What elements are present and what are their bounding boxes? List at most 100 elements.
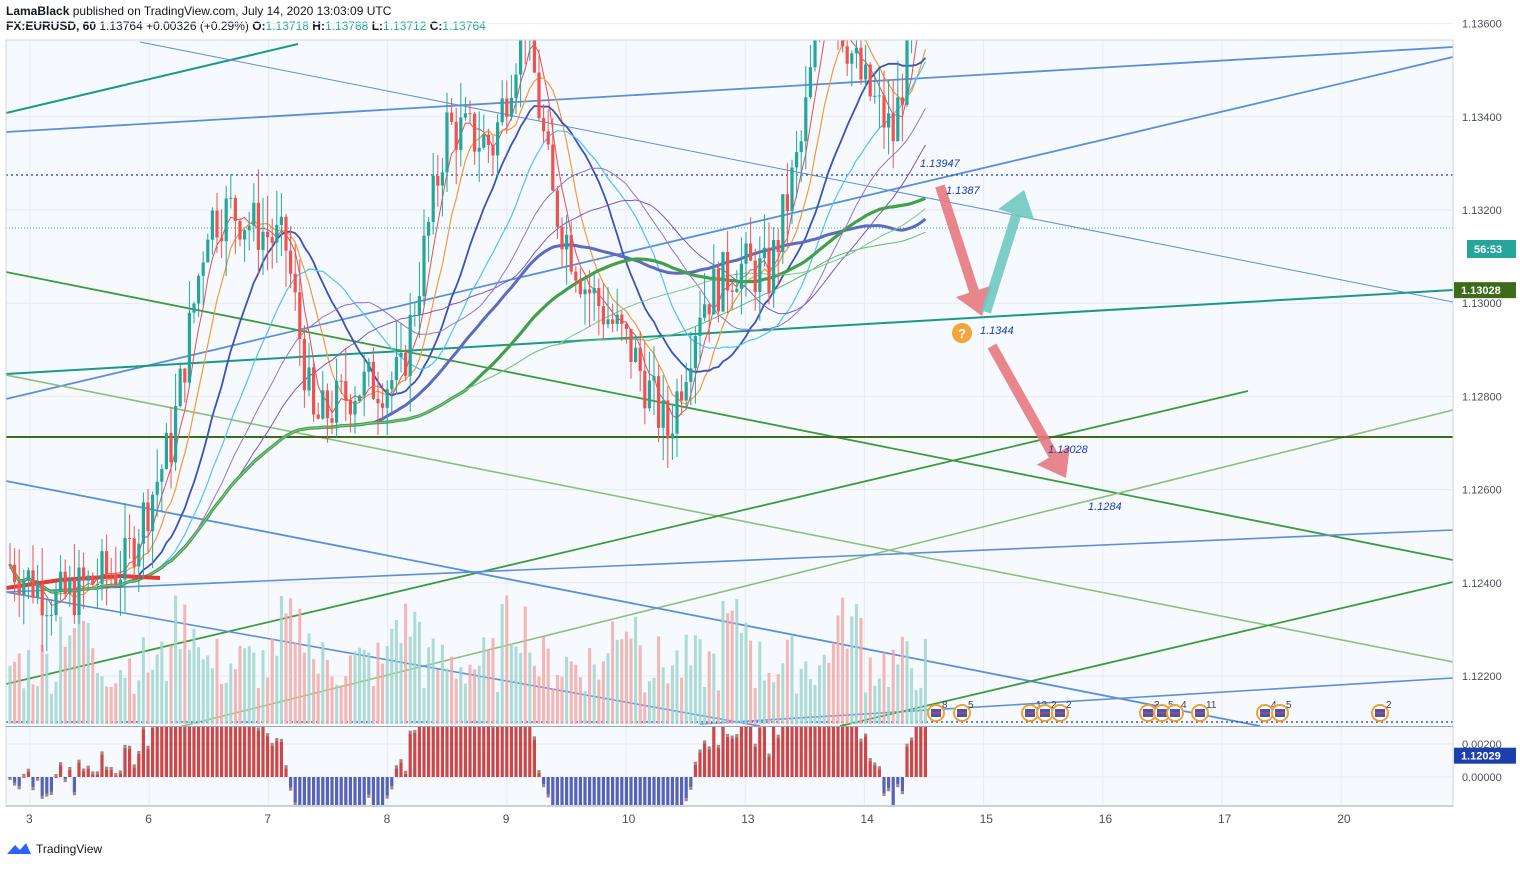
volume-bar xyxy=(201,659,205,724)
volume-bar xyxy=(578,677,582,724)
candle-body xyxy=(155,481,159,495)
candle-body xyxy=(371,361,375,399)
author-name[interactable]: LamaBlack xyxy=(6,4,70,18)
oscillator-signal xyxy=(40,795,44,799)
oscillator-signal xyxy=(753,743,757,747)
candle-body xyxy=(887,113,891,128)
oscillator-bar xyxy=(459,727,463,777)
candle-body xyxy=(118,579,122,584)
oscillator-signal xyxy=(887,788,891,792)
candle-body xyxy=(785,194,789,212)
candle-body xyxy=(726,252,730,291)
oscillator-signal xyxy=(266,733,270,737)
oscillator-signal xyxy=(620,853,623,856)
volume-bar xyxy=(850,616,854,724)
volume-bar xyxy=(68,635,72,724)
volume-bar xyxy=(519,653,523,724)
oscillator-signal xyxy=(256,727,260,731)
oscillator-bar xyxy=(151,727,155,777)
oscillator-bar xyxy=(680,777,684,805)
candle-body xyxy=(95,583,99,585)
candle-body xyxy=(459,117,463,150)
volume-bar xyxy=(270,638,274,724)
candle-body xyxy=(417,296,421,315)
volume-bar xyxy=(22,688,26,724)
oscillator-signal xyxy=(279,738,283,742)
question-mark: ? xyxy=(958,326,966,341)
plot-area[interactable] xyxy=(6,40,1453,726)
candle-body xyxy=(22,580,26,596)
low-value: 1.13712 xyxy=(383,19,427,33)
volume-bar xyxy=(137,680,141,724)
oscillator-signal xyxy=(284,765,288,769)
symbol-label[interactable]: FX:EURUSD, 60 xyxy=(6,19,97,33)
volume-bar xyxy=(914,689,918,724)
oscillator-bar xyxy=(316,777,320,805)
volume-bar xyxy=(358,647,362,724)
oscillator-signal xyxy=(100,751,104,755)
candle-body xyxy=(72,578,76,616)
oscillator-bar xyxy=(753,746,757,777)
volume-bar xyxy=(463,683,467,724)
oscillator-bar xyxy=(422,727,426,777)
volume-bar xyxy=(440,644,444,724)
oscillator-bar xyxy=(256,730,260,777)
volume-bar xyxy=(721,600,725,724)
oscillator-bar xyxy=(578,777,582,805)
oscillator-bar xyxy=(542,777,546,785)
oscillator-bar xyxy=(841,727,845,777)
time-tick-label: 6 xyxy=(145,812,152,826)
oscillator-signal xyxy=(399,759,403,763)
candle-body xyxy=(376,398,380,404)
oscillator-signal xyxy=(491,727,495,728)
volume-bar xyxy=(818,665,822,724)
event-count-label: 4 xyxy=(1181,700,1187,711)
oscillator-bar xyxy=(31,777,35,788)
candle-body xyxy=(339,380,343,382)
candle-body xyxy=(394,357,398,381)
volume-bar xyxy=(118,670,122,724)
volume-bar xyxy=(289,598,293,724)
volume-bar xyxy=(233,669,237,724)
oscillator-bar xyxy=(128,748,132,777)
oscillator-signal xyxy=(128,745,132,749)
time-tick-label: 14 xyxy=(860,812,874,826)
candle-body xyxy=(500,98,504,123)
oscillator-signal xyxy=(616,852,619,855)
footer[interactable]: TradingView xyxy=(6,842,102,856)
candle-body xyxy=(873,95,877,97)
oscillator-bar xyxy=(289,777,293,788)
oscillator-bar xyxy=(919,727,923,777)
oscillator-bar xyxy=(767,756,771,777)
candle-body xyxy=(524,23,527,33)
oscillator-bar xyxy=(785,727,789,777)
candle-body xyxy=(40,583,44,616)
oscillator-signal xyxy=(59,762,63,766)
oscillator-signal xyxy=(146,745,150,749)
candle-body xyxy=(542,118,546,132)
volume-bar xyxy=(785,639,789,724)
volume-bar xyxy=(730,610,734,724)
oscillator-area[interactable] xyxy=(6,727,1453,805)
candle-body xyxy=(896,97,900,142)
oscillator-signal xyxy=(716,744,720,748)
oscillator-bar xyxy=(850,727,854,777)
candle-body xyxy=(284,216,288,251)
candle-body xyxy=(721,252,725,312)
volume-bar xyxy=(532,665,536,724)
volume-bar xyxy=(854,604,858,724)
candle-body xyxy=(298,292,302,339)
oscillator-signal xyxy=(353,831,356,834)
oscillator-signal xyxy=(344,840,347,843)
candle-body xyxy=(808,67,812,98)
oscillator-bar xyxy=(762,727,766,777)
oscillator-bar xyxy=(910,740,914,777)
volume-bar xyxy=(693,635,697,724)
close-value: 1.13764 xyxy=(442,19,486,33)
economic-events[interactable]: 85122235411452 xyxy=(927,700,1392,722)
trendline xyxy=(6,374,1453,663)
candle-body xyxy=(151,494,155,532)
candle-body xyxy=(680,391,684,401)
oscillator-bar xyxy=(643,777,647,805)
